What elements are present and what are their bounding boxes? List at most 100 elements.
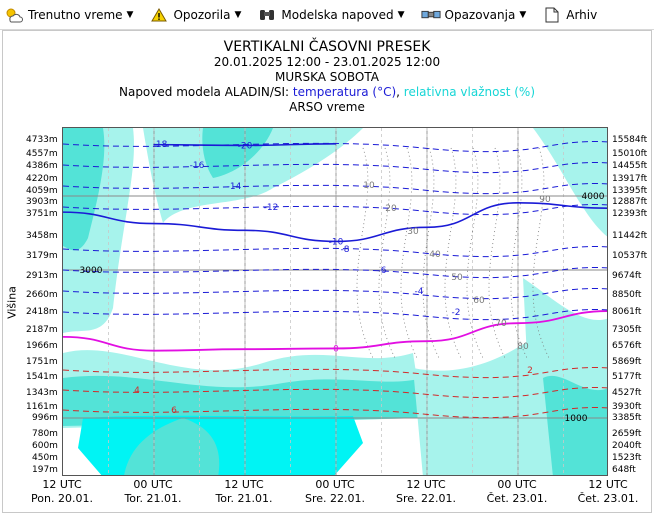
menu-current-weather[interactable]: Trenutno vreme ▼ [4, 6, 133, 24]
y-tick-left: 996m [32, 413, 58, 423]
humidity-area [543, 376, 607, 475]
isohume-label: 30 [407, 227, 419, 237]
y-tick-left: 3458m [26, 231, 58, 241]
isotherm-label: -2 [452, 308, 461, 318]
x-tick-day: Čet. 23.01. [577, 492, 639, 505]
x-tick: 12 UTC Tor. 21.01. [204, 478, 284, 506]
chart-titles: VERTIKALNI ČASOVNI PRESEK 20.01.2025 12:… [0, 40, 654, 115]
isotherm-dashed [63, 162, 607, 174]
isotherm-dashed [63, 267, 607, 279]
y-tick-right: 2659ft [612, 429, 642, 439]
x-axis: 12 UTC Pon. 20.01. 00 UTC Tor. 21.01. 12 UTC… [0, 478, 654, 508]
x-tick: 00 UTC Sre. 22.01. [295, 478, 375, 506]
grid-lines [63, 128, 607, 475]
y-tick-left: 3903m [26, 197, 58, 207]
y-tick-left: 600m [32, 441, 58, 451]
y-tick-left: 4386m [26, 161, 58, 171]
humidity-area [202, 128, 273, 178]
height-marker: 4000 [582, 192, 605, 202]
legend-separator: , [396, 85, 404, 99]
isotherm-label: -12 [264, 203, 279, 213]
y-tick-left: 2418m [26, 307, 58, 317]
y-tick-left: 2187m [26, 325, 58, 335]
isotherm--10 [63, 202, 607, 243]
isotherm-dashed [63, 204, 607, 216]
chevron-down-icon: ▼ [234, 9, 242, 20]
y-tick-right: 13917ft [612, 174, 648, 184]
menu-model-forecast[interactable]: Modelska napoved ▼ [257, 6, 405, 24]
y-tick-left: 450m [32, 453, 58, 463]
y-tick-left: 4220m [26, 174, 58, 184]
isotherm-label: 2 [527, 366, 533, 376]
binoculars-icon [257, 6, 277, 24]
y-tick-right: 12887ft [612, 197, 648, 207]
menu-warnings[interactable]: Opozorila ▼ [149, 6, 241, 24]
isotherm-label: -14 [227, 182, 242, 192]
isotherm-label: -18 [153, 140, 168, 150]
isotherm-label: -8 [341, 245, 350, 255]
x-tick-time: 00 UTC [497, 478, 537, 491]
y-axis-title: Višina [5, 286, 19, 319]
y-tick-right: 10537ft [612, 251, 648, 261]
humidity-area [124, 418, 220, 475]
x-tick-day: Tor. 21.01. [215, 492, 273, 505]
y-tick-left: 3751m [26, 209, 58, 219]
y-tick-right: 14455ft [612, 161, 648, 171]
chart-frame [2, 30, 652, 513]
x-tick-day: Tor. 21.01. [124, 492, 182, 505]
model-prefix: Napoved modela ALADIN/SI: [118, 85, 293, 99]
y-tick-right: 7305ft [612, 325, 642, 335]
isotherm-label: -20 [238, 141, 253, 151]
y-tick-right: 648ft [612, 465, 636, 475]
y-tick-left: 4059m [26, 186, 58, 196]
y-tick-right: 3930ft [612, 402, 642, 412]
y-tick-right: 2040ft [612, 441, 642, 451]
y-tick-right: 1523ft [612, 453, 642, 463]
y-tick-left: 4557m [26, 149, 58, 159]
isotherm-label: -6 [378, 266, 387, 276]
y-tick-left: 1751m [26, 357, 58, 367]
y-tick-left: 1541m [26, 372, 58, 382]
chart-model-line: Napoved modela ALADIN/SI: temperatura (°… [0, 85, 654, 100]
y-tick-left: 1343m [26, 388, 58, 398]
top-menu-bar: Trenutno vreme ▼ Opozorila ▼ Modelska na… [0, 0, 654, 30]
menu-model-forecast-label: Modelska napoved [281, 7, 394, 22]
legend-temperature: temperatura (°C) [292, 85, 397, 99]
menu-observations[interactable]: Opazovanja ▼ [420, 6, 526, 24]
y-tick-right: 9674ft [612, 271, 642, 281]
y-tick-right: 15010ft [612, 149, 648, 159]
y-tick-right: 13395ft [612, 186, 648, 196]
y-tick-right: 5869ft [612, 357, 642, 367]
humidity-area [78, 415, 363, 475]
x-tick-day: Sre. 22.01. [395, 492, 456, 505]
chart-title: VERTIKALNI ČASOVNI PRESEK [223, 39, 431, 55]
x-tick-time: 00 UTC [133, 478, 173, 491]
isotherm-dashed [63, 183, 607, 195]
y-tick-left: 780m [32, 429, 58, 439]
chart-source: ARSO vreme [289, 100, 365, 114]
y-tick-left: 2913m [26, 271, 58, 281]
humidity-area [63, 128, 105, 251]
isotherm-label: -10 [329, 237, 344, 247]
isohume-label: 90 [539, 195, 551, 205]
menu-archive-label: Arhiv [566, 7, 598, 22]
menu-current-weather-label: Trenutno vreme [28, 7, 123, 22]
y-tick-right: 5177ft [612, 372, 642, 382]
isohume-label: 10 [363, 181, 375, 191]
temperature-contours [63, 141, 607, 419]
chevron-down-icon: ▼ [397, 9, 405, 20]
isohume-label: 60 [473, 296, 485, 306]
x-tick: 00 UTC Tor. 21.01. [113, 478, 193, 506]
menu-archive[interactable]: Arhiv [542, 6, 597, 24]
y-tick-right: 8061ft [612, 307, 642, 317]
humidity-area [413, 338, 543, 475]
plot-canvas: -20 -10 0 -18 -16 -14 -12 -8 -6 -4 -2 2 4 6 10 20 30 40 50… [63, 128, 607, 475]
y-tick-left: 1161m [26, 402, 58, 412]
x-tick-day: Pon. 20.01. [31, 492, 93, 505]
isohume-label: 50 [451, 273, 463, 283]
humidity-area [143, 128, 363, 223]
x-tick: 12 UTC Sre. 22.01. [386, 478, 466, 506]
height-marker: 1000 [565, 414, 588, 424]
x-tick: 00 UTC Čet. 23.01. [477, 478, 557, 506]
x-tick: 12 UTC Čet. 23.01. [568, 478, 648, 506]
